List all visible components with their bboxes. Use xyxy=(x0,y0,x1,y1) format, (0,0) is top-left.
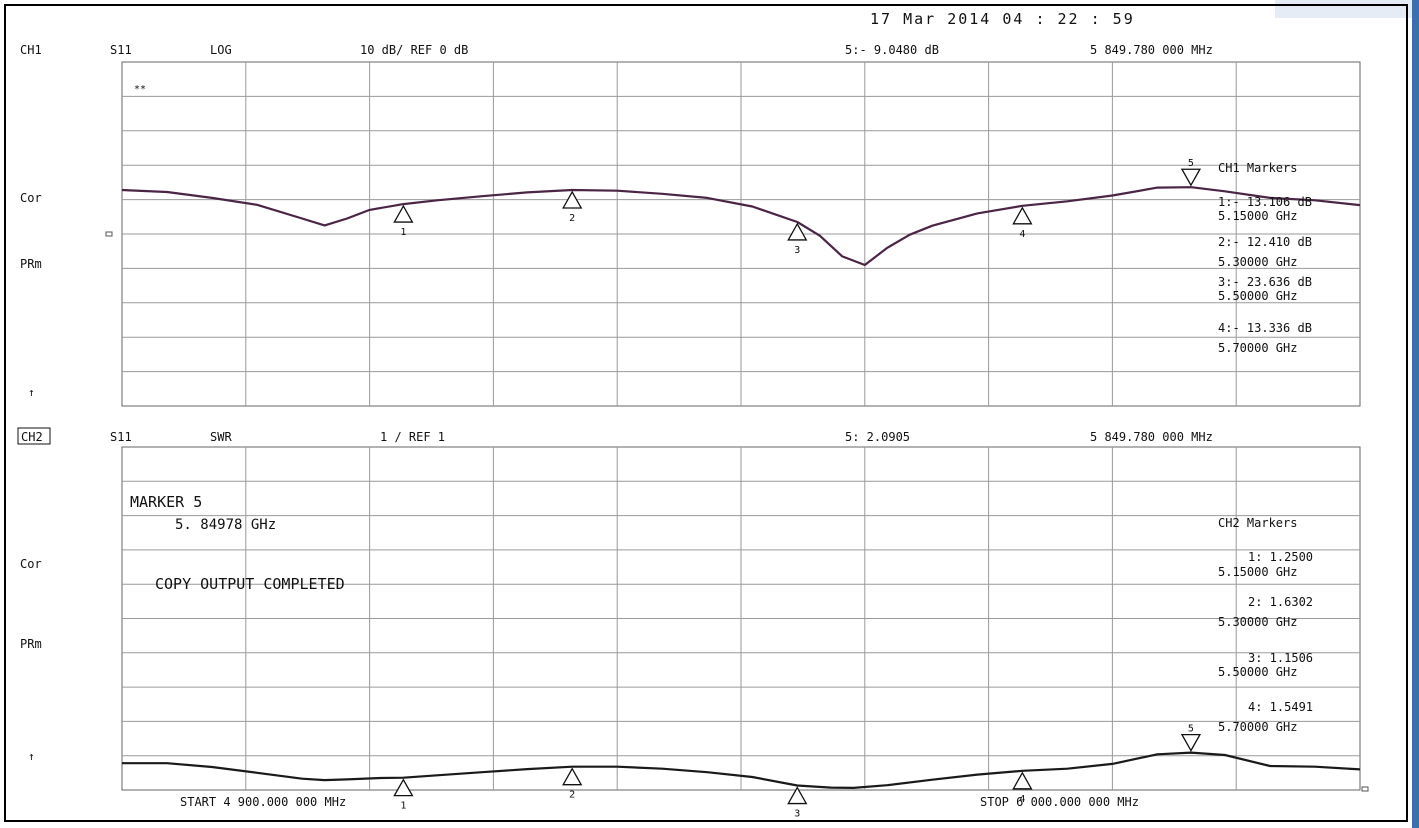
ch1-trace xyxy=(121,186,1361,267)
ch2-marker-1-number: 1 xyxy=(400,801,406,812)
ch2-trace-line xyxy=(122,751,1361,790)
ch1-marker-1: 1 xyxy=(393,204,414,238)
ch1-marker-4-triangle xyxy=(1012,206,1033,225)
ch1-marker-4-freq: 5.70000 GHz xyxy=(1218,341,1297,355)
ch2-marker-1-triangle xyxy=(393,778,414,797)
ch2-format: SWR xyxy=(210,430,232,444)
ch2-marker-2-number: 2 xyxy=(569,790,575,801)
ch1-marker-4-value: 4:- 13.336 dB xyxy=(1218,321,1312,335)
ch1-marker-2-number: 2 xyxy=(569,213,575,224)
copy-status-message: COPY OUTPUT COMPLETED xyxy=(155,575,345,593)
ch1-marker-3-triangle xyxy=(787,222,808,241)
ch1-label: CH1 xyxy=(20,43,42,57)
ch2-marker-3-number: 3 xyxy=(794,809,800,820)
ch1-marker-4: 4 xyxy=(1012,206,1033,240)
ch2-scale: 1 / REF 1 xyxy=(380,430,445,444)
ch2-marker-3-triangle xyxy=(787,786,808,805)
ch1-ref-tick xyxy=(105,231,113,237)
ch1-trace-line xyxy=(121,186,1361,267)
ch1-grid xyxy=(121,61,1361,407)
ch1-marker-readout: 5:- 9.0480 dB xyxy=(845,43,939,57)
ch1-marker-5-triangle xyxy=(1180,168,1202,187)
ch2-marker-table-title: CH2 Markers xyxy=(1218,516,1297,530)
ch1-ref-arrow: ↑ xyxy=(28,386,35,399)
ch1-marker-1-value: 1:- 13.106 dB xyxy=(1218,195,1312,209)
ch2-marker-3-freq: 5.50000 GHz xyxy=(1218,665,1297,679)
ch1-markers: 1 2 3 4 5 xyxy=(393,158,1202,256)
ch2-marker-2: 2 xyxy=(562,767,583,801)
ch2-cor-label: Cor xyxy=(20,557,42,571)
ch2-marker-title: MARKER 5 xyxy=(130,493,202,511)
start-frequency-label: START 4 900.000 000 MHz xyxy=(180,795,346,809)
ch2-param: S11 xyxy=(110,430,132,444)
ch2-marker-freq: 5 849.780 000 MHz xyxy=(1090,430,1213,444)
ch2-marker-5-number: 5 xyxy=(1188,724,1194,735)
ch2-marker-5: 5 xyxy=(1180,724,1202,752)
ch2-marker-1-freq: 5.15000 GHz xyxy=(1218,565,1297,579)
stop-frequency-label: STOP 6 000.000 000 MHz xyxy=(980,795,1139,809)
ch1-marker-3-number: 3 xyxy=(794,245,800,256)
ch2-label-box xyxy=(17,427,51,445)
ch1-marker-3-value: 3:- 23.636 dB xyxy=(1218,275,1312,289)
ch1-marker-table: CH1 Markers 1:- 13.106 dB 5.15000 GHz 2:… xyxy=(1218,161,1312,355)
ch2-marker-readout: 5: 2.0905 xyxy=(845,430,910,444)
ch2-prm-label: PRm xyxy=(20,637,42,651)
page-edge-accent xyxy=(1412,0,1419,828)
ch2-marker-table: CH2 Markers 1: 1.2500 5.15000 GHz 2: 1.6… xyxy=(1218,516,1313,734)
ch2-marker-4-value: 4: 1.5491 xyxy=(1248,700,1313,714)
ch2-ref-arrow: ↑ xyxy=(28,750,35,763)
ch2-marker-4-freq: 5.70000 GHz xyxy=(1218,720,1297,734)
ch2-marker-5-triangle xyxy=(1180,733,1202,752)
ch2-label: CH2 xyxy=(21,430,43,444)
ch1-marker-5-number: 5 xyxy=(1188,158,1194,169)
ch2-marker-4-triangle xyxy=(1012,771,1033,790)
ch1-marker-1-freq: 5.15000 GHz xyxy=(1218,209,1297,223)
ch1-marker-table-title: CH1 Markers xyxy=(1218,161,1297,175)
ch1-marker-2-value: 2:- 12.410 dB xyxy=(1218,235,1312,249)
ch2-trace xyxy=(122,751,1361,790)
ch1-corner-label: ** xyxy=(134,84,146,95)
ch1-param: S11 xyxy=(110,43,132,57)
ch2-ref-tick xyxy=(1361,786,1369,792)
ch1-marker-1-triangle xyxy=(393,204,414,223)
ch1-format: LOG xyxy=(210,43,232,57)
ch2-marker-1: 1 xyxy=(393,778,414,812)
ch2-marker-3: 3 xyxy=(787,786,808,820)
ch1-marker-2: 2 xyxy=(562,190,583,224)
ch1-marker-2-triangle xyxy=(562,190,583,209)
ch1-cor-label: Cor xyxy=(20,191,42,205)
timestamp: 17 Mar 2014 04 : 22 : 59 xyxy=(870,10,1135,28)
ch1-marker-4-number: 4 xyxy=(1019,229,1025,240)
ch2-marker-3-value: 3: 1.1506 xyxy=(1248,651,1313,665)
ch1-scale: 10 dB/ REF 0 dB xyxy=(360,43,468,57)
ch2-marker-4-number: 4 xyxy=(1019,794,1025,805)
ch2-grid xyxy=(121,446,1361,791)
ch1-prm-label: PRm xyxy=(20,257,42,271)
ch2-marker-4: 4 xyxy=(1012,771,1033,805)
ch1-marker-3-freq: 5.50000 GHz xyxy=(1218,289,1297,303)
ch1-marker-3: 3 xyxy=(787,222,808,256)
ch2-marker-2-freq: 5.30000 GHz xyxy=(1218,615,1297,629)
ch2-marker-2-value: 2: 1.6302 xyxy=(1248,595,1313,609)
ch1-marker-1-number: 1 xyxy=(400,227,406,238)
ch2-marker-2-triangle xyxy=(562,767,583,786)
ch2-markers: 1 2 3 4 5 xyxy=(393,724,1202,820)
ch1-marker-freq: 5 849.780 000 MHz xyxy=(1090,43,1213,57)
ch2-marker-frequency: 5. 84978 GHz xyxy=(175,517,276,533)
ch2-marker-1-value: 1: 1.2500 xyxy=(1248,550,1313,564)
ch1-marker-5: 5 xyxy=(1180,158,1202,187)
ch1-marker-2-freq: 5.30000 GHz xyxy=(1218,255,1297,269)
